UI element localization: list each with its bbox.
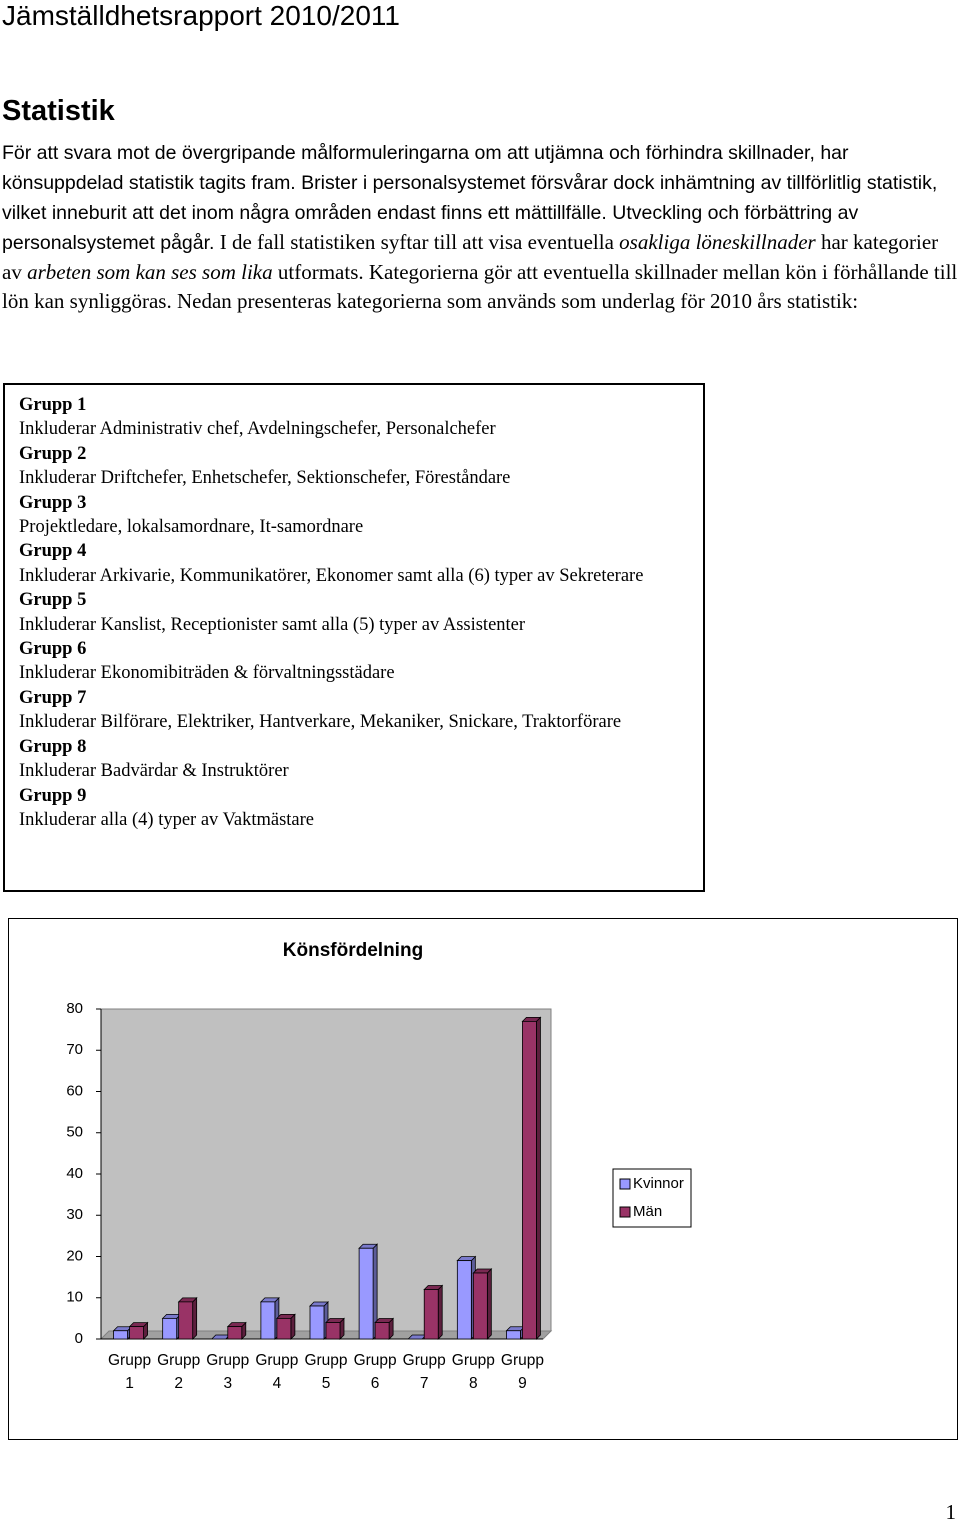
legend-swatch <box>619 1206 631 1218</box>
y-tick-label: 0 <box>75 1330 83 1347</box>
bar <box>456 1260 472 1340</box>
group-title: Grupp 6 <box>19 639 87 660</box>
bar <box>276 1317 292 1340</box>
bar <box>472 1272 488 1340</box>
bar <box>162 1317 178 1340</box>
legend-label: Män <box>633 1203 662 1220</box>
chart: Könsfördelning 0 10 20 30 40 50 60 70 80 Kvinnor M… <box>66 940 692 1347</box>
group-description: Inkluderar alla (4) typer av Vaktmästare <box>19 809 315 830</box>
bar <box>227 1326 243 1340</box>
text-run: utformats. Kategorierna gör att eventuel… <box>2 260 958 313</box>
group-title: Grupp 2 <box>19 443 87 464</box>
bar <box>309 1305 325 1340</box>
text-run: arbeten som kan ses som lika <box>27 260 273 284</box>
text-run: osakliga löneskillnader <box>619 230 816 254</box>
bar <box>506 1330 521 1340</box>
group-title: Grupp 3 <box>19 492 87 513</box>
legend-label: Kvinnor <box>633 1175 684 1192</box>
group-title: Grupp 4 <box>19 541 87 562</box>
group-description: Inkluderar Driftchefer, Enhetschefer, Se… <box>19 468 511 489</box>
group-description: Inkluderar Administrativ chef, Avdelning… <box>19 419 496 440</box>
x-tick-label: Grupp 7 <box>402 1352 446 1392</box>
bar-side <box>192 1296 198 1340</box>
y-tick-label: 80 <box>66 1000 83 1017</box>
group-description: Inkluderar Arkivarie, Kommunikatörer, Ek… <box>19 565 644 586</box>
bar-side <box>536 1016 541 1340</box>
x-tick-label: Grupp 4 <box>255 1352 299 1392</box>
group-title: Grupp 5 <box>19 590 87 611</box>
bar <box>260 1301 276 1340</box>
y-tick-label: 30 <box>66 1206 83 1223</box>
x-tick-label: Grupp 2 <box>157 1352 201 1392</box>
bar <box>178 1301 194 1340</box>
legend-swatch <box>619 1178 631 1190</box>
document-title: Jämställdhetsrapport 2010/2011 <box>2 0 400 31</box>
y-tick-label: 40 <box>66 1165 83 1182</box>
page-number: 1 <box>945 1500 957 1524</box>
group-description: Inkluderar Kanslist, Receptionister samt… <box>19 614 526 635</box>
x-tick-label: Grupp 5 <box>304 1352 348 1392</box>
y-tick-label: 60 <box>66 1082 83 1099</box>
x-tick-label: Grupp 1 <box>108 1352 152 1392</box>
bar-side <box>486 1268 492 1340</box>
bar <box>113 1330 128 1340</box>
chart-title: Könsfördelning <box>283 940 423 961</box>
y-tick-label: 20 <box>66 1247 83 1264</box>
bar <box>522 1020 537 1340</box>
y-tick-label: 10 <box>66 1289 83 1306</box>
group-title: Grupp 8 <box>19 736 87 757</box>
section-heading: Statistik <box>2 95 115 127</box>
text-run: För att svara mot de övergripande målfor… <box>2 142 938 254</box>
group-list: Grupp 1 Inkluderar Administrativ chef, Av… <box>3 383 705 892</box>
group-description: Inkluderar Badvärdar & Instruktörer <box>19 761 289 782</box>
text-run: I de fall statistiken syftar till att vi… <box>214 230 620 254</box>
bar <box>374 1322 390 1340</box>
x-tick-label: Grupp 6 <box>353 1352 397 1392</box>
group-description: Inkluderar Ekonomibiträden & förvaltning… <box>19 663 395 684</box>
bar <box>423 1289 439 1340</box>
group-description: Inkluderar Bilförare, Elektriker, Hantve… <box>19 712 622 733</box>
group-description: Projektledare, lokalsamordnare, It-samor… <box>19 517 364 538</box>
bar <box>325 1322 341 1340</box>
y-tick-label: 70 <box>66 1041 83 1058</box>
bar <box>129 1326 144 1340</box>
bar-side <box>437 1284 443 1340</box>
x-tick-label: Grupp 9 <box>500 1352 544 1392</box>
x-tick-label: Grupp 3 <box>206 1352 250 1392</box>
group-title: Grupp 9 <box>19 785 87 806</box>
x-tick-label: Grupp 8 <box>451 1352 495 1392</box>
paragraph: För att svara mot de övergripande målfor… <box>2 138 960 316</box>
text-run: har kategorier av <box>2 230 939 284</box>
group-title: Grupp 7 <box>19 687 87 708</box>
group-title: Grupp 1 <box>19 395 87 415</box>
chart-container: Könsfördelning 0 10 20 30 40 50 60 70 80 Kvinnor M… <box>8 918 958 1440</box>
y-tick-label: 50 <box>66 1124 83 1141</box>
bar <box>358 1247 374 1340</box>
